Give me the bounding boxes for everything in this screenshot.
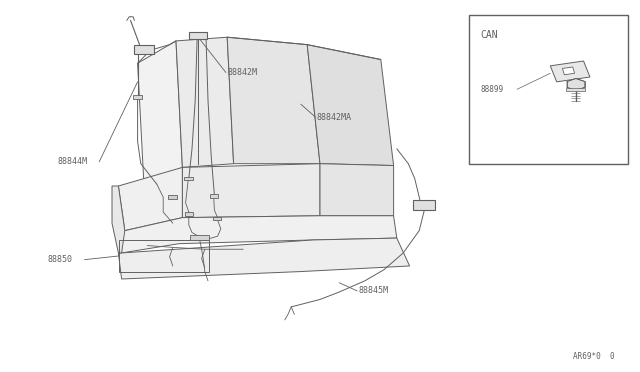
Polygon shape xyxy=(227,37,320,164)
Polygon shape xyxy=(118,238,410,279)
Bar xyxy=(213,217,221,220)
Polygon shape xyxy=(182,164,320,218)
Polygon shape xyxy=(176,37,234,167)
Bar xyxy=(190,235,209,240)
Polygon shape xyxy=(567,78,585,90)
Bar xyxy=(185,212,193,216)
Bar xyxy=(168,195,177,199)
Bar xyxy=(210,194,218,198)
Polygon shape xyxy=(307,45,394,166)
Polygon shape xyxy=(138,41,182,186)
Bar xyxy=(189,32,207,39)
Text: CAN: CAN xyxy=(481,30,499,40)
Text: 88844M: 88844M xyxy=(58,157,88,166)
Text: 88842MA: 88842MA xyxy=(317,113,352,122)
Bar xyxy=(133,95,142,99)
Polygon shape xyxy=(320,164,394,216)
Polygon shape xyxy=(563,67,575,75)
Text: 88845M: 88845M xyxy=(358,286,388,295)
Text: 88842M: 88842M xyxy=(227,68,257,77)
Bar xyxy=(134,45,154,54)
Polygon shape xyxy=(550,61,590,82)
Bar xyxy=(119,240,209,272)
Bar xyxy=(184,177,193,180)
Text: 88850: 88850 xyxy=(48,255,73,264)
Polygon shape xyxy=(118,167,182,231)
Bar xyxy=(413,200,435,210)
Polygon shape xyxy=(118,216,397,253)
Text: 88899: 88899 xyxy=(481,85,504,94)
Bar xyxy=(469,15,628,164)
Text: AR69*0  0: AR69*0 0 xyxy=(573,352,614,361)
Bar xyxy=(566,88,586,91)
Polygon shape xyxy=(112,186,125,253)
